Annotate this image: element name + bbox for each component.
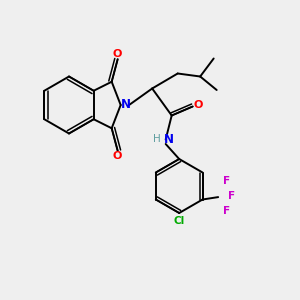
Text: F: F <box>223 176 230 187</box>
Text: H: H <box>153 134 161 145</box>
Text: O: O <box>113 151 122 161</box>
Text: O: O <box>113 49 122 59</box>
Text: Cl: Cl <box>174 215 185 226</box>
Text: F: F <box>223 206 230 216</box>
Text: O: O <box>194 100 203 110</box>
Text: F: F <box>228 190 235 201</box>
Text: N: N <box>164 133 174 146</box>
Text: N: N <box>121 98 131 112</box>
